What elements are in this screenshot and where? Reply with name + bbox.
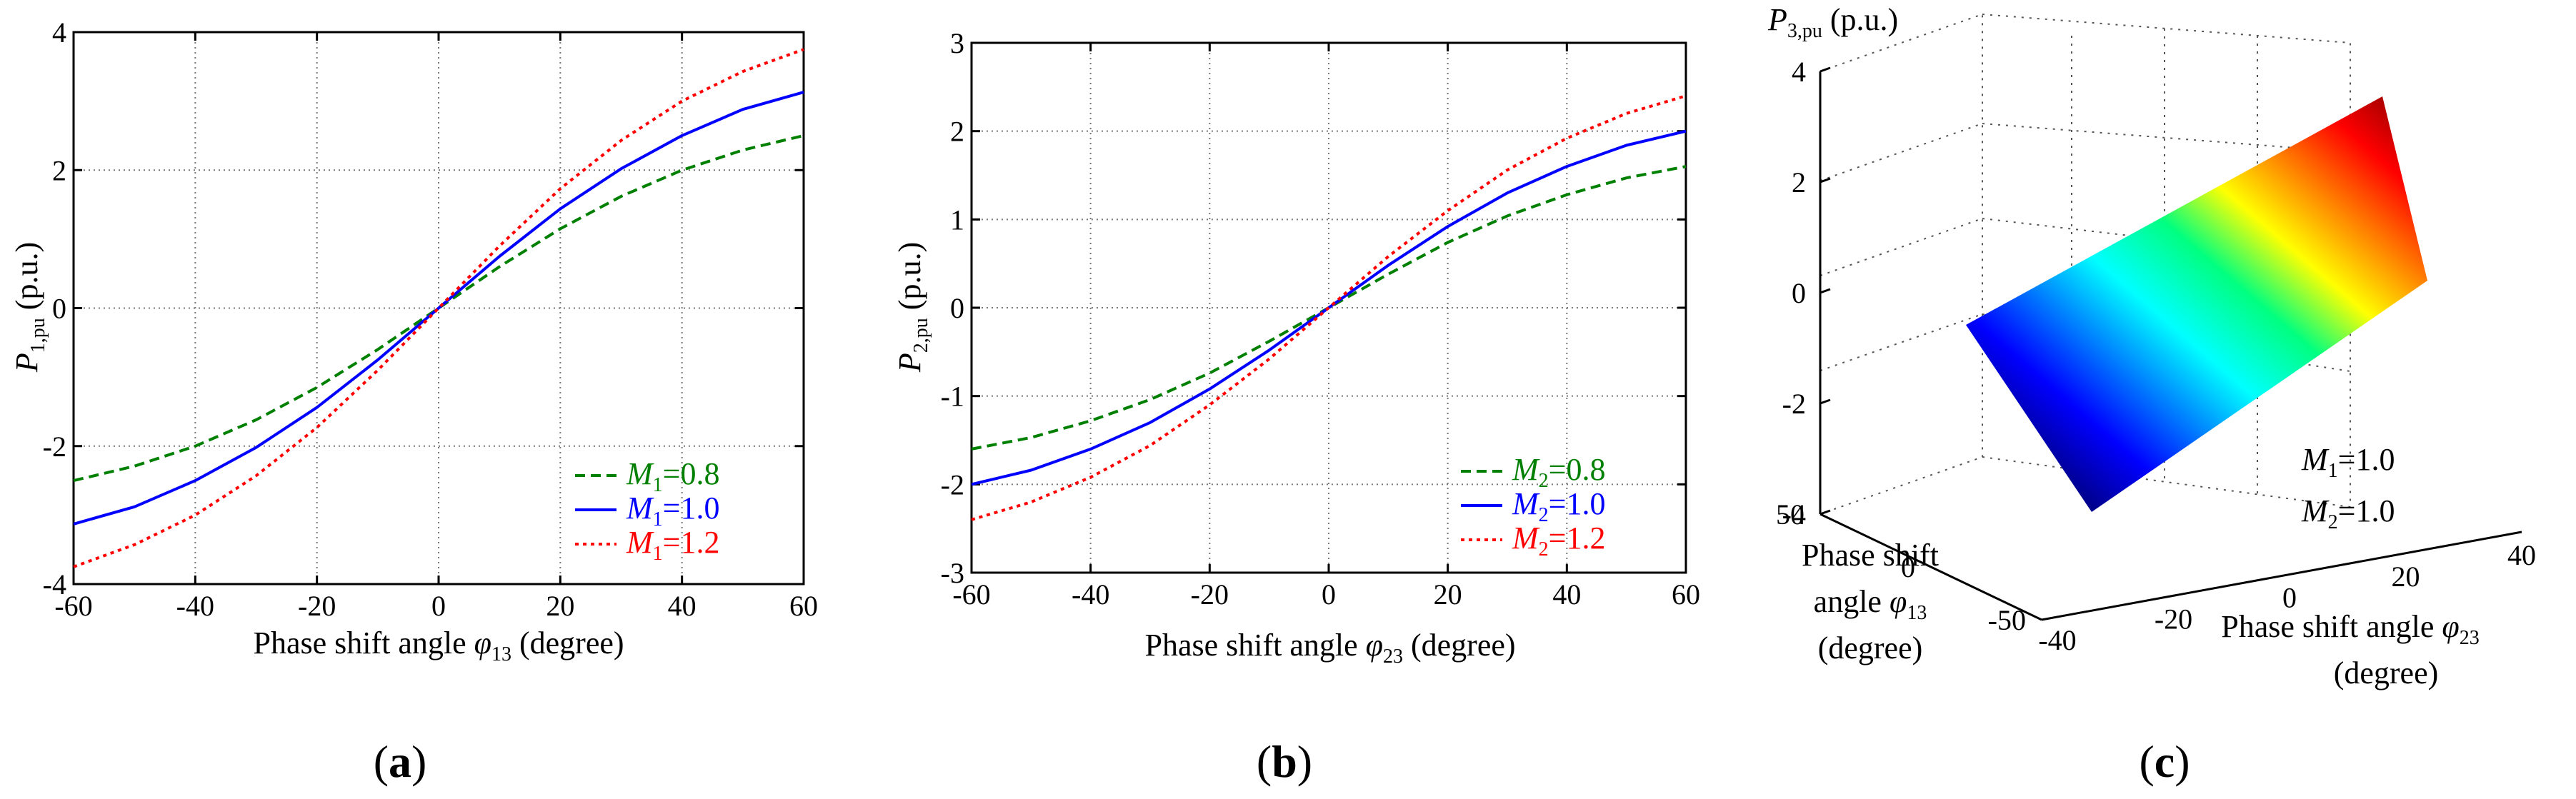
- chart-c-ztick-mark-0: [1819, 509, 1831, 516]
- chart-a-xtick-label-3: 0: [431, 590, 446, 622]
- chart-b-ytick-label-6: 3: [950, 27, 964, 59]
- chart-c-ztick-mark-3: [1819, 177, 1831, 184]
- chart-c-phi23-label-line1: Phase shift angle φ23: [2221, 609, 2480, 649]
- chart-a-xtick-label-6: 60: [789, 590, 818, 622]
- chart-b-ytick-label-0: -3: [941, 557, 964, 589]
- chart-c-ztick-mark-2: [1819, 288, 1831, 294]
- chart-b-ytick-label-5: 2: [950, 116, 964, 148]
- chart-c-phi23-axis: [2041, 531, 2522, 621]
- chart-b-series: [971, 94, 1687, 521]
- chart-c-phi23-tick-label-3: 20: [2392, 561, 2420, 593]
- chart-a-ytick-label-1: -2: [43, 431, 66, 463]
- chart-a-legend: M1=0.8M1=1.0M1=1.2: [575, 456, 719, 565]
- chart-c-annotation-m2: M2=1.0: [2301, 493, 2395, 533]
- chart-a-legend-label-1: M1=1.0: [626, 491, 719, 531]
- chart-b-legend-label-0: M2=0.8: [1512, 452, 1605, 492]
- chart-c-zgrid-2: [1819, 218, 1983, 276]
- chart-c-phi13-label-line2: angle φ13: [1814, 584, 1927, 624]
- chart-c-back-wall-left: [1819, 13, 1983, 515]
- chart-b-ytick-label-3: 0: [950, 292, 964, 324]
- chart-c-phi13-label-line3: (degree): [1818, 630, 1923, 665]
- chart-c-ztick-mark-4: [1819, 66, 1831, 73]
- chart-c-phi23-tick-label-2: 0: [2282, 582, 2297, 614]
- chart-b-xtick-label-2: -20: [1191, 578, 1229, 610]
- chart-c-phi13-tick-label-2: 50: [1776, 498, 1804, 531]
- chart-b-xtick-label-1: -40: [1072, 578, 1109, 610]
- chart-c-ztick-label-2: 0: [1792, 277, 1806, 309]
- chart-b-xtick-label-5: 40: [1552, 578, 1581, 610]
- chart-b-xtick-label-4: 20: [1434, 578, 1462, 610]
- chart-c-phi23-tick-label-1: -20: [2155, 603, 2192, 635]
- chart-b-ytick-label-4: 1: [950, 203, 964, 236]
- chart-c-z-axis-label: P3,pu (p.u.): [1767, 2, 1898, 42]
- chart-c-ztick-label-1: -2: [1782, 388, 1806, 420]
- chart-a-xtick-label-4: 20: [546, 590, 574, 622]
- chart-a-xtick-label-1: -40: [176, 590, 214, 622]
- chart-b-y-axis-label: P2,pu (p.u.): [892, 242, 932, 373]
- chart-b-panel-label: (b): [1257, 736, 1312, 787]
- chart-b-legend: M2=0.8M2=1.0M2=1.2: [1461, 452, 1605, 561]
- chart-a-ytick-label-2: 0: [52, 293, 66, 325]
- chart-a-ytick-label-0: -4: [43, 568, 66, 600]
- chart-a-series-line-0: [73, 134, 804, 483]
- chart-a-ytick-label-4: 4: [52, 16, 66, 49]
- chart-c-phi23-label-line2: (degree): [2334, 655, 2439, 690]
- chart-c-surface: [1966, 96, 2427, 512]
- chart-c-zgrid-1b: [1982, 123, 2351, 153]
- chart-a-legend-label-2: M1=1.2: [626, 525, 719, 565]
- chart-b-legend-label-1: M2=1.0: [1512, 486, 1605, 526]
- chart-a-ytick-label-3: 2: [52, 154, 66, 186]
- chart-c-phi23-tick-label-4: 40: [2507, 539, 2536, 571]
- chart-b-ytick-label-2: -1: [941, 381, 964, 413]
- chart-a-xtick-label-0: -60: [54, 590, 92, 622]
- chart-a-xtick-label-2: -20: [298, 590, 336, 622]
- chart-b-series-line-2: [971, 94, 1687, 521]
- chart-b-xtick-label-3: 0: [1322, 578, 1336, 610]
- chart-b-xtick-label-6: 60: [1672, 578, 1700, 610]
- chart-b-xtick-label-0: -60: [952, 578, 990, 610]
- chart-a-legend-label-0: M1=0.8: [626, 456, 719, 496]
- chart-c-annotation-m1: M1=1.0: [2301, 442, 2395, 482]
- chart-a-xtick-label-5: 40: [668, 590, 697, 622]
- chart-a-series: [73, 48, 804, 568]
- chart-a-series-line-1: [73, 91, 804, 526]
- chart-a-x-axis-label: Phase shift angle φ13 (degree): [253, 625, 624, 665]
- chart-a-y-axis-label: P1,pu (p.u.): [9, 242, 49, 373]
- chart-c-ztick-label-4: 4: [1792, 56, 1806, 88]
- chart-c-zgrid-3: [1819, 313, 1983, 371]
- chart-c-phi13-tick-label-1: 0: [1901, 551, 1915, 583]
- chart-b-ticks: -60 -40 -20 0 20 40 60 -3 -2 -1 0 1 2 3: [941, 27, 1700, 610]
- chart-b-ytick-label-1: -2: [941, 468, 964, 501]
- chart-c-ztick-mark-1: [1819, 398, 1831, 405]
- chart-c-phi23-tick-label-0: -40: [2038, 624, 2076, 656]
- chart-b-x-axis-label: Phase shift angle φ23 (degree): [1144, 628, 1515, 668]
- chart-c-phi13-tick-label-0: -50: [1988, 604, 2026, 636]
- chart-c-phi13-label-line1: Phase shift: [1802, 538, 1939, 573]
- chart-c-ztick-label-0: -4: [1782, 498, 1806, 531]
- chart-c-ztick-label-3: 2: [1792, 166, 1806, 199]
- chart-b-legend-label-2: M2=1.2: [1512, 521, 1605, 561]
- chart-c-floor-back: [1982, 456, 2351, 508]
- chart-c-zgrid-1: [1819, 123, 1983, 181]
- chart-b: -60 -40 -20 0 20 40 60 -3 -2 -1 0 1 2 3 M2=0.8M2=1.0M…: [892, 27, 1700, 787]
- chart-c-phi13-axis: [1819, 513, 2042, 621]
- chart-c-panel-label: (c): [2139, 736, 2190, 787]
- chart-a-panel-label: (a): [374, 736, 427, 787]
